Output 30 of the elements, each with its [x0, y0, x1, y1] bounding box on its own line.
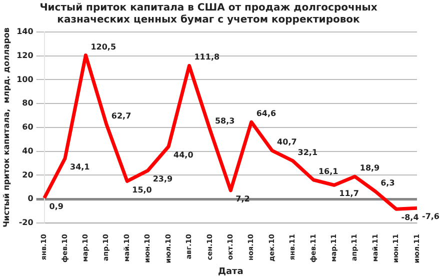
- y-tick-label: 80: [22, 98, 34, 108]
- data-label: 40,7: [277, 138, 297, 147]
- data-label: 11,7: [339, 189, 359, 198]
- data-label: 34,1: [70, 162, 90, 172]
- data-label: 0,9: [49, 202, 64, 212]
- data-label: 18,9: [360, 164, 380, 173]
- data-label: 62,7: [111, 111, 132, 120]
- y-tick-label: 140: [16, 27, 34, 36]
- y-tick-label: 120: [16, 50, 34, 60]
- data-label: 32,1: [298, 148, 318, 157]
- data-label: 44,0: [174, 150, 194, 160]
- x-axis-title: Дата: [218, 266, 244, 277]
- y-tick-label: 60: [22, 122, 34, 132]
- chart-title: Чистый приток капитала в США от продаж долгосрочных казначеских ценных бумаг с учетом корректировок: [40, 2, 378, 26]
- y-tick-label: 40: [22, 146, 34, 156]
- data-label: 64,6: [256, 109, 277, 118]
- data-label: 23,9: [152, 174, 173, 184]
- data-label: 120,5: [90, 42, 116, 52]
- y-tick-label: -20: [18, 218, 34, 228]
- data-label: -7,6: [422, 212, 440, 222]
- y-tick-label: 20: [22, 170, 34, 180]
- y-axis-title: Чистый приток капитала, млрд. долларов: [2, 28, 11, 228]
- y-tick-label: 100: [16, 74, 34, 84]
- data-label: 6,3: [380, 178, 395, 188]
- data-label: 16,1: [318, 166, 339, 176]
- data-label: 111,8: [194, 52, 220, 62]
- data-label: 15,0: [132, 185, 152, 194]
- data-label: -8,4: [401, 213, 420, 222]
- y-tick-label: 0: [28, 194, 34, 204]
- data-label: 58,3: [214, 116, 235, 126]
